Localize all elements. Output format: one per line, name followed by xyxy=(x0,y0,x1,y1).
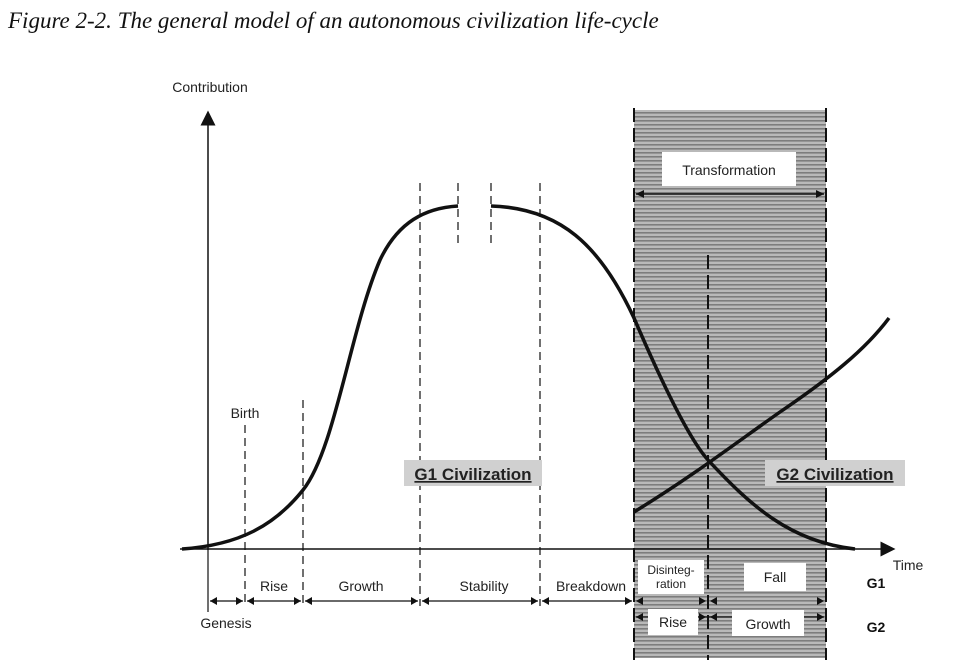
phase-breakdown-label: Breakdown xyxy=(556,578,626,594)
g2-growth-box xyxy=(732,610,804,636)
genesis-label: Genesis xyxy=(200,615,251,631)
g1-phase-arrowheads xyxy=(210,597,824,605)
x-axis-label: Time xyxy=(893,557,924,573)
g1-curve-decline xyxy=(490,204,856,551)
birth-label: Birth xyxy=(231,405,260,421)
fall-label: Fall xyxy=(764,569,787,585)
transformation-label-box xyxy=(662,152,796,186)
row-label-g1: G1 xyxy=(867,575,886,591)
g2-civilization-label: G2 Civilization xyxy=(776,465,893,484)
g1-civilization-label: G1 Civilization xyxy=(414,465,531,484)
phase-growth-label: Growth xyxy=(338,578,383,594)
y-axis-label: Contribution xyxy=(172,79,248,95)
g2-phase-arrowheads xyxy=(636,613,824,621)
phase-rise-label: Rise xyxy=(260,578,288,594)
g2-curve xyxy=(633,316,891,514)
transformation-label: Transformation xyxy=(682,162,776,178)
disintegration-box xyxy=(638,560,704,594)
row-label-g2: G2 xyxy=(867,619,886,635)
g2-rise-label: Rise xyxy=(659,614,687,630)
g2-growth-label: Growth xyxy=(745,616,790,632)
g2-civilization-box xyxy=(765,460,905,486)
figure-title: Figure 2-2. The general model of an auto… xyxy=(8,8,659,33)
disintegration-label-line2: ration xyxy=(656,577,686,591)
g1-curve-rise xyxy=(181,204,459,551)
fall-box xyxy=(744,563,806,591)
disintegration-label-line1: Disinteg- xyxy=(647,563,694,577)
g2-rise-box xyxy=(648,609,698,635)
phase-stability-label: Stability xyxy=(459,578,508,594)
g1-civilization-box xyxy=(404,460,542,486)
